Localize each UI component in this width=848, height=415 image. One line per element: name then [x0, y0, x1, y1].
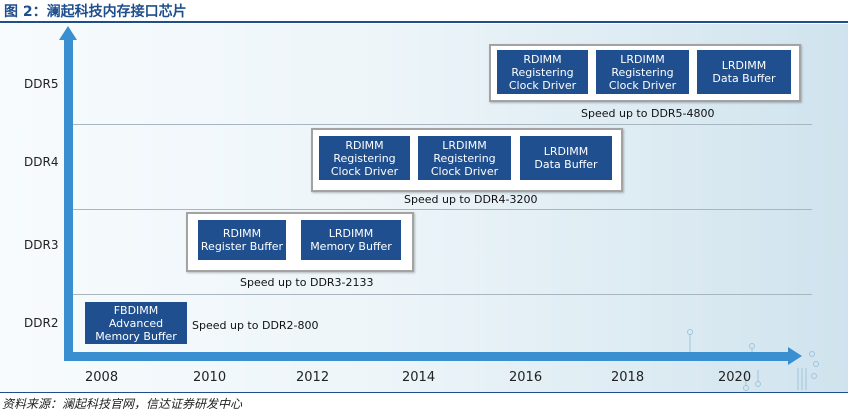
chip-line: Memory Buffer: [310, 240, 392, 253]
x-label-2012: 2012: [296, 370, 330, 385]
chip-line: Registering: [511, 65, 574, 79]
chip-lrdimm-registering-clock-driver: LRDIMM Registering Clock Driver: [418, 136, 511, 180]
y-label-ddr2: DDR2: [24, 316, 59, 330]
chip-lrdimm-registering-clock-driver: LRDIMM Registering Clock Driver: [596, 50, 689, 94]
chip-fbdimm-advanced-memory-buffer: FBDIMM Advanced Memory Buffer: [85, 302, 187, 344]
x-label-2016: 2016: [509, 370, 543, 385]
speed-label-ddr4: Speed up to DDR4-3200: [404, 193, 538, 206]
speed-label-ddr3: Speed up to DDR3-2133: [240, 276, 374, 289]
timeline-diagram: DDR5 DDR4 DDR3 DDR2 2008 2010 2012 2014 …: [0, 24, 848, 392]
chip-line: FBDIMM: [113, 303, 159, 317]
chip-line: Advanced: [108, 316, 164, 330]
x-axis-arrowhead: [788, 347, 802, 365]
gridline-ddr3-ddr2: [72, 294, 812, 295]
x-label-2014: 2014: [402, 370, 436, 385]
chip-line: LRDIMM: [442, 138, 487, 152]
chip-line: Memory Buffer: [95, 329, 177, 343]
y-label-ddr3: DDR3: [24, 238, 59, 252]
y-label-ddr5: DDR5: [24, 77, 59, 91]
source-divider: [0, 392, 848, 393]
x-label-2020: 2020: [718, 370, 752, 385]
speed-label-ddr5: Speed up to DDR5-4800: [581, 107, 715, 120]
chip-line: Data Buffer: [534, 158, 598, 171]
y-axis-arrowhead: [59, 26, 77, 40]
chip-line: RDIMM: [222, 227, 262, 240]
gridline-ddr4-ddr3: [72, 209, 812, 210]
chip-lrdimm-memory-buffer: LRDIMM Memory Buffer: [301, 220, 401, 260]
chip-line: Data Buffer: [712, 72, 776, 85]
source-note: 资料来源：澜起科技官网，信达证券研发中心: [2, 397, 243, 411]
chip-line: RDIMM: [345, 138, 384, 152]
chip-rdimm-registering-clock-driver: RDIMM Registering Clock Driver: [319, 136, 410, 180]
chip-line: Registering: [611, 65, 674, 79]
figure-title: 图 2：澜起科技内存接口芯片: [4, 4, 187, 20]
gridline-ddr5-ddr4: [72, 124, 812, 125]
y-axis: [64, 38, 73, 360]
chip-line: LRDIMM: [721, 59, 767, 72]
chip-rdimm-registering-clock-driver: RDIMM Registering Clock Driver: [497, 50, 588, 94]
chip-lrdimm-data-buffer: LRDIMM Data Buffer: [697, 50, 791, 94]
chip-line: LRDIMM: [543, 145, 589, 158]
chip-rdimm-register-buffer: RDIMM Register Buffer: [198, 220, 286, 260]
x-label-2018: 2018: [611, 370, 645, 385]
chip-line: Register Buffer: [200, 240, 284, 253]
chip-line: Clock Driver: [508, 78, 577, 92]
chip-line: Registering: [433, 151, 496, 165]
x-label-2010: 2010: [193, 370, 227, 385]
title-underline: [0, 21, 848, 23]
chip-lrdimm-data-buffer: LRDIMM Data Buffer: [520, 136, 612, 180]
y-label-ddr4: DDR4: [24, 155, 59, 169]
chip-line: Clock Driver: [608, 78, 677, 92]
chip-line: RDIMM: [523, 52, 562, 66]
speed-label-ddr2: Speed up to DDR2-800: [192, 319, 319, 332]
circuit-decoration: [687, 329, 819, 391]
chip-line: Clock Driver: [430, 164, 499, 178]
x-axis: [64, 352, 790, 361]
chip-line: LRDIMM: [328, 227, 374, 240]
x-label-2008: 2008: [85, 370, 119, 385]
chip-line: Clock Driver: [330, 164, 399, 178]
chip-line: LRDIMM: [620, 52, 665, 66]
chip-line: Registering: [333, 151, 396, 165]
